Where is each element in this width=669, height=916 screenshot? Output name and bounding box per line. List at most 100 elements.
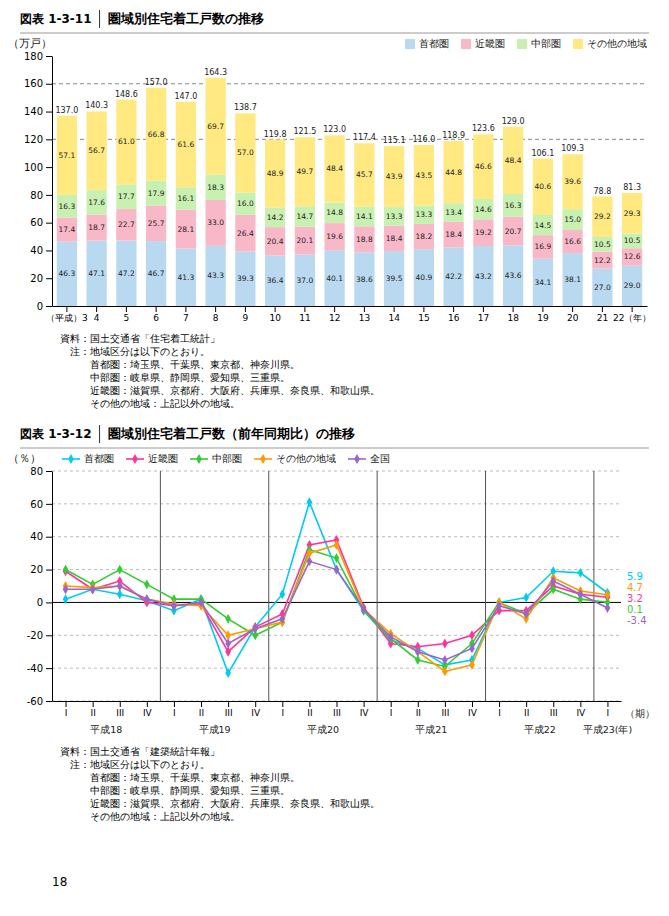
tick: IV [468, 701, 478, 718]
bar [325, 250, 345, 306]
data-label: 48.9 [267, 169, 284, 178]
total-label: 129.0 [502, 117, 525, 126]
marker [415, 647, 421, 657]
marker [117, 565, 123, 575]
data-label: 69.7 [207, 122, 224, 131]
axis-line [52, 472, 53, 702]
tick-label: III [116, 708, 124, 718]
bar [87, 111, 107, 190]
data-label: 40.6 [535, 182, 552, 191]
grid [52, 471, 621, 701]
end-label: 3.2 [627, 593, 643, 604]
legend-swatch [461, 39, 471, 49]
total-label: 123.0 [323, 125, 346, 134]
bar [592, 252, 612, 269]
note: 資料：国土交通省「住宅着工統計」 [60, 333, 220, 344]
tick: 21 [597, 306, 608, 323]
tick-mark [513, 306, 514, 312]
bar [414, 224, 434, 249]
bar [265, 227, 285, 255]
tick-mark [46, 195, 52, 196]
marker [225, 614, 231, 624]
marker [63, 594, 69, 604]
tick-label: 80 [30, 190, 43, 201]
legend-marker [196, 454, 202, 464]
data-label: 43.2 [475, 272, 492, 281]
tick-mark [215, 306, 216, 312]
tick-mark [46, 471, 52, 472]
line [66, 502, 608, 673]
tick-label: II [307, 708, 312, 718]
tick-mark [580, 701, 581, 707]
tick: II [307, 701, 312, 718]
tick: 120 [24, 134, 52, 145]
data-label: 13.3 [416, 210, 433, 219]
data-label: 18.4 [386, 234, 403, 243]
note: 中部圏：岐阜県、静岡県、愛知県、三重県。 [60, 372, 290, 383]
legend-item: 首都圏 [405, 38, 449, 49]
bar [622, 266, 642, 306]
tick-mark [46, 570, 52, 571]
tick-mark [46, 504, 52, 505]
data-label: 46.7 [148, 269, 165, 278]
total-label: 109.3 [561, 144, 584, 153]
note: 注：地域区分は以下のとおり。 [60, 346, 210, 357]
tick: 80 [30, 190, 52, 201]
data-label: 61.0 [118, 137, 135, 146]
tick: 60 [30, 217, 52, 228]
note: 首都圏：埼玉県、千葉県、東京都、神奈川県。 [60, 359, 300, 370]
tick-label: II [90, 708, 95, 718]
tick-label: 60 [30, 499, 43, 510]
tick: IV [143, 701, 153, 718]
tick: 60 [30, 499, 52, 510]
bar [295, 137, 315, 206]
marker [307, 556, 313, 566]
tick: III [225, 701, 233, 718]
reference-line [52, 139, 647, 140]
tick-label: 7 [183, 313, 189, 323]
total-label: 116.0 [412, 135, 435, 144]
line [66, 540, 608, 652]
legend-marker [260, 454, 266, 464]
tick-mark [309, 701, 310, 707]
tick-label: IV [360, 708, 370, 718]
bar [57, 242, 77, 306]
page-number: 18 [52, 875, 67, 889]
legend-item: 全国 [348, 453, 390, 464]
tick-label: IV [576, 708, 586, 718]
data-label: 47.2 [118, 269, 135, 278]
axis-line [53, 306, 648, 307]
data-label: 33.0 [207, 218, 224, 227]
marker [90, 584, 96, 594]
tick: 9 [243, 306, 249, 323]
tick-mark [96, 306, 97, 312]
marker [578, 589, 584, 599]
period-divider [377, 471, 378, 701]
total-label: 115.1 [383, 136, 406, 145]
note: 首都圏：埼玉県、千葉県、東京都、神奈川県。 [60, 772, 300, 783]
data-label: 16.9 [535, 242, 552, 251]
period-label: 平成21 [415, 724, 447, 735]
tick: I [173, 701, 176, 718]
grid-line [52, 471, 621, 472]
grid-line [52, 635, 621, 636]
data-label: 18.8 [356, 235, 373, 244]
bar [622, 193, 642, 234]
data-label: 37.0 [297, 276, 314, 285]
tick: 160 [24, 78, 52, 89]
data-label: 14.1 [356, 212, 373, 221]
bar [146, 88, 166, 181]
tick: I [65, 701, 68, 718]
legend-label: 近畿圏 [475, 38, 505, 49]
legend-marker [354, 454, 360, 464]
bar [265, 255, 285, 306]
title-rule [20, 448, 649, 449]
marker [171, 601, 177, 611]
page: 図表 1-3-11圏域別住宅着工戸数の推移46.347.147.246.741.… [0, 0, 669, 916]
legend-item: 首都圏 [62, 453, 114, 464]
tick-label: I [498, 708, 501, 718]
tick: III [441, 701, 449, 718]
tick-label: II [524, 708, 529, 718]
bar [473, 246, 493, 306]
marker [90, 584, 96, 594]
